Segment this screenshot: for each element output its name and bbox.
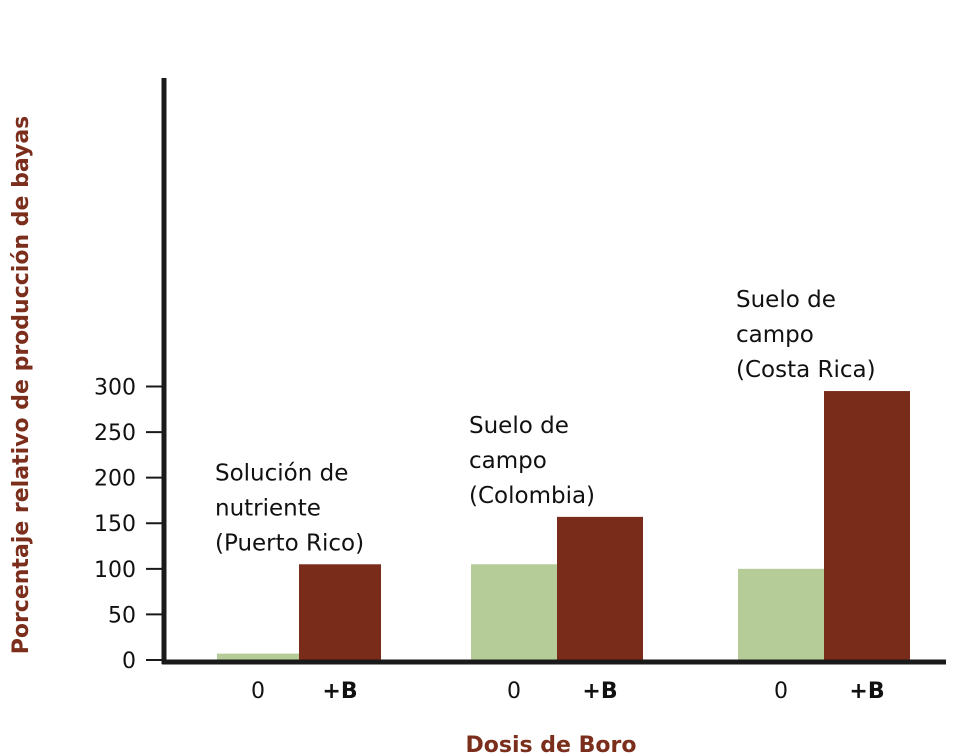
y-tick-label: 50 <box>108 603 136 628</box>
y-tick-label: 0 <box>122 649 136 674</box>
bars <box>217 391 910 660</box>
bar-2-control <box>471 564 557 660</box>
category-labels: 0 +B 0 +B 0 +B <box>251 679 885 704</box>
bar-1-control <box>217 653 299 660</box>
axes <box>161 78 946 665</box>
y-axis-ticks: 0 50 100 150 200 250 300 <box>94 375 164 674</box>
y-tick-label: 100 <box>94 558 136 583</box>
group-labels: Solución de nutriente (Puerto Rico) Suelo d… <box>215 287 876 556</box>
bar-1-boron <box>299 564 381 660</box>
bar-2-boron <box>557 516 643 660</box>
y-tick-label: 150 <box>94 512 136 537</box>
group-label-line: campo <box>736 322 814 348</box>
y-tick-label: 300 <box>94 375 136 400</box>
x-category-label: 0 <box>774 679 788 704</box>
y-tick-label: 200 <box>94 467 136 492</box>
group-label-line: (Costa Rica) <box>736 357 876 383</box>
x-axis-title: Dosis de Boro <box>466 733 637 756</box>
group-label-line: campo <box>469 448 547 474</box>
x-category-label: +B <box>849 679 884 704</box>
group-label-line: Suelo de <box>736 287 836 313</box>
group-label-line: (Puerto Rico) <box>215 530 364 556</box>
group-label-line: (Colombia) <box>469 483 595 509</box>
bar-3-boron <box>824 391 910 660</box>
y-tick-label: 250 <box>94 421 136 446</box>
group-label-line: Solución de <box>215 460 348 486</box>
x-category-label: +B <box>582 679 617 704</box>
y-axis-title: Porcentaje relativo de producción de bay… <box>9 116 34 655</box>
x-category-label: 0 <box>251 679 265 704</box>
group-label-line: nutriente <box>215 495 321 521</box>
bar-3-control <box>738 568 824 660</box>
x-category-label: +B <box>322 679 357 704</box>
x-category-label: 0 <box>507 679 521 704</box>
group-label-line: Suelo de <box>469 413 569 439</box>
